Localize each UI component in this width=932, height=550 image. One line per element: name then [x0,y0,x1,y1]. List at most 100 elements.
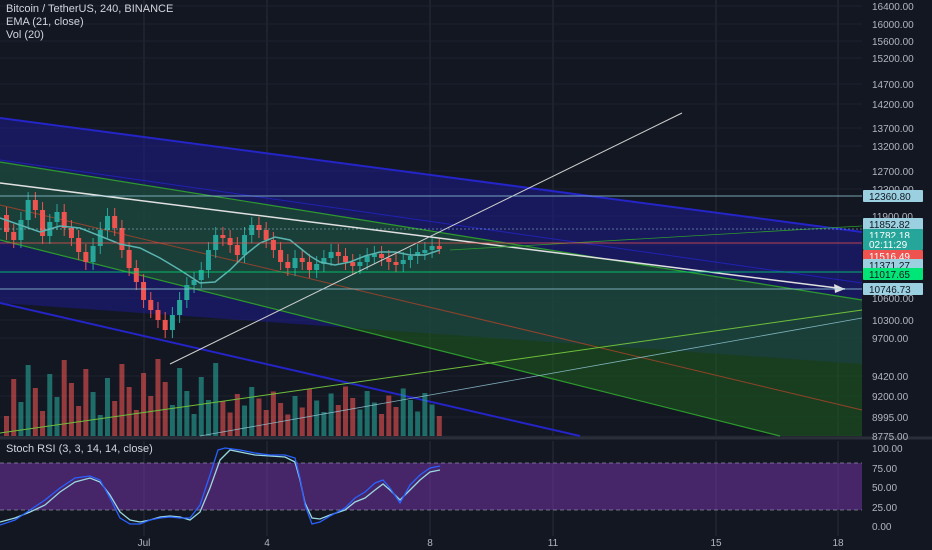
candle-body [321,258,327,264]
stoch-tick-label: 100.00 [872,444,903,455]
candles [4,192,442,338]
candle-body [249,225,255,235]
candle-body [292,258,298,268]
volume-bar [364,391,370,436]
volume-bar [177,368,183,436]
candle-body [198,270,204,280]
candle-body [263,230,269,240]
svg-text:10746.73: 10746.73 [869,285,911,296]
candle-body [407,256,413,260]
candle-body [162,320,168,330]
candle-body [169,315,175,330]
time-tick-label: 11 [548,538,559,549]
candle-body [314,264,320,270]
candle-body [357,262,363,266]
volume-bar [32,388,38,436]
price-tick-label: 11900.00 [872,212,913,223]
price-tick-label: 8995.00 [872,413,909,424]
price-tick-label: 15200.00 [872,54,914,65]
ema-legend[interactable]: EMA (21, close) [6,16,84,28]
volume-bar [234,394,240,436]
candle-body [141,282,147,300]
price-tick-label: 9200.00 [872,392,909,403]
price-tick-label: 16400.00 [872,2,914,13]
price-tick-label: 15600.00 [872,37,914,48]
volume-bar [148,396,154,436]
candle-body [104,216,110,230]
candle-body [234,245,240,255]
volume-bar [299,407,305,436]
volume-bar [213,363,219,436]
volume-bar [436,416,442,436]
stoch-d-line [0,449,441,523]
price-tick-label: 14700.00 [872,80,914,91]
symbol-title[interactable]: Bitcoin / TetherUS, 240, BINANCE [6,3,174,15]
candle-body [422,250,428,253]
svg-text:11516.49: 11516.49 [869,252,910,263]
volume-bar [4,416,9,436]
candle-body [371,254,377,257]
candle-body [299,258,305,262]
price-tick-label: 13700.00 [872,124,914,135]
candle-body [76,238,82,252]
price-tick-label: 12700.00 [872,167,914,178]
volume-bar [18,402,24,436]
price-tick-label: 8775.00 [872,432,909,443]
volume-bar [335,405,341,436]
candle-body [227,238,233,245]
candle-body [112,216,118,228]
candle-body [97,230,103,246]
candle-body [25,200,31,220]
price-tick-label: 13200.00 [872,142,914,153]
volume-bar [25,365,31,436]
price-tick-label: 10600.00 [872,294,914,305]
price-tag: 11852.82 [863,218,923,231]
candle-body [61,212,67,228]
time-tick-label: 8 [427,538,433,549]
volume-bar [393,407,399,436]
volume-bar [371,402,377,436]
stoch-legend[interactable]: Stoch RSI (3, 3, 14, 14, close) [6,443,153,455]
candle-body [18,220,24,240]
candle-body [155,310,161,320]
candle-body [40,210,46,236]
stoch-axis[interactable]: 100.00 75.00 50.00 25.00 0.00 [872,444,903,533]
volume-bar [292,396,298,436]
volume-bar [328,393,334,436]
volume-bar [119,364,125,436]
volume-bar [407,400,413,436]
candle-body [177,300,183,315]
volume-bar [133,410,139,436]
time-axis[interactable]: Jul 4 8 11 15 18 [138,538,844,549]
volume-bar [263,410,269,436]
svg-text:02:11:29: 02:11:29 [869,240,908,251]
candle-body [278,250,284,262]
candle-body [436,246,442,249]
candle-body [83,252,89,262]
volume-bar [242,405,248,436]
volume-bar [126,387,132,436]
volume-bar [205,400,211,436]
candle-body [328,252,334,258]
volume-bar [198,377,204,436]
price-tick-label: 16000.00 [872,20,914,31]
volume-bar [343,386,349,436]
candle-body [133,268,139,282]
volume-bar [191,414,197,436]
candle-body [11,232,17,240]
candle-body [119,228,125,250]
candle-body [256,225,262,230]
volume-bar [429,404,435,436]
candle-body [126,250,132,268]
volume-bar [249,387,255,436]
candle-body [184,285,190,300]
volume-bar [278,403,284,436]
volume-bar [104,378,110,436]
volume-bar [314,400,320,436]
volume-bar [321,412,327,436]
candle-body [285,262,291,268]
stoch-band [0,463,862,510]
svg-text:11782.18: 11782.18 [869,231,910,242]
volume-legend[interactable]: Vol (20) [6,29,44,41]
